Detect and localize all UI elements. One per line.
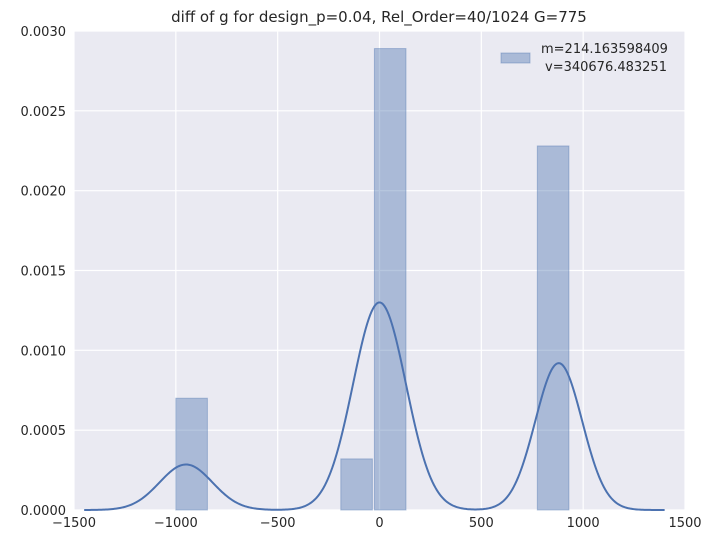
y-tick-label-0: 0.0000 [21, 504, 67, 519]
x-tick-label-4: 500 [469, 516, 494, 531]
x-tick-label-2: −500 [260, 516, 296, 531]
histogram-bar-3 [536, 145, 570, 511]
x-tick-label-6: 1500 [668, 516, 701, 531]
x-tick-label-1: −1000 [154, 516, 198, 531]
histogram-bar-2 [373, 48, 407, 511]
y-tick-labels: 0.0000 0.0005 0.0010 0.0015 0.0020 0.0025 0.00… [21, 25, 67, 519]
legend: m=214.163598409 v=340676.483251 [500, 42, 668, 75]
x-tick-label-5: 1000 [567, 516, 600, 531]
y-tick-label-4: 0.0020 [21, 185, 67, 200]
x-tick-label-3: 0 [375, 516, 383, 531]
y-tick-label-3: 0.0015 [21, 265, 67, 280]
histogram-bar-0 [175, 397, 208, 511]
x-tick-labels: −1500 −1000 −500 0 500 1000 1500 [52, 516, 702, 531]
grid-lines [73, 30, 686, 511]
histogram-bar-1 [340, 458, 373, 511]
kde-curve [84, 301, 665, 511]
legend-label-line2: v=340676.483251 [545, 60, 667, 75]
chart-title: diff of g for design_p=0.04, Rel_Order=4… [171, 8, 587, 27]
legend-label-line1: m=214.163598409 [541, 42, 668, 57]
x-tick-label-0: −1500 [52, 516, 96, 531]
legend-swatch [500, 52, 531, 64]
y-tick-label-6: 0.0030 [21, 25, 67, 40]
histogram-bars [175, 48, 570, 511]
y-tick-label-1: 0.0005 [21, 424, 67, 439]
y-tick-label-2: 0.0010 [21, 344, 67, 359]
y-tick-label-5: 0.0025 [21, 105, 67, 120]
